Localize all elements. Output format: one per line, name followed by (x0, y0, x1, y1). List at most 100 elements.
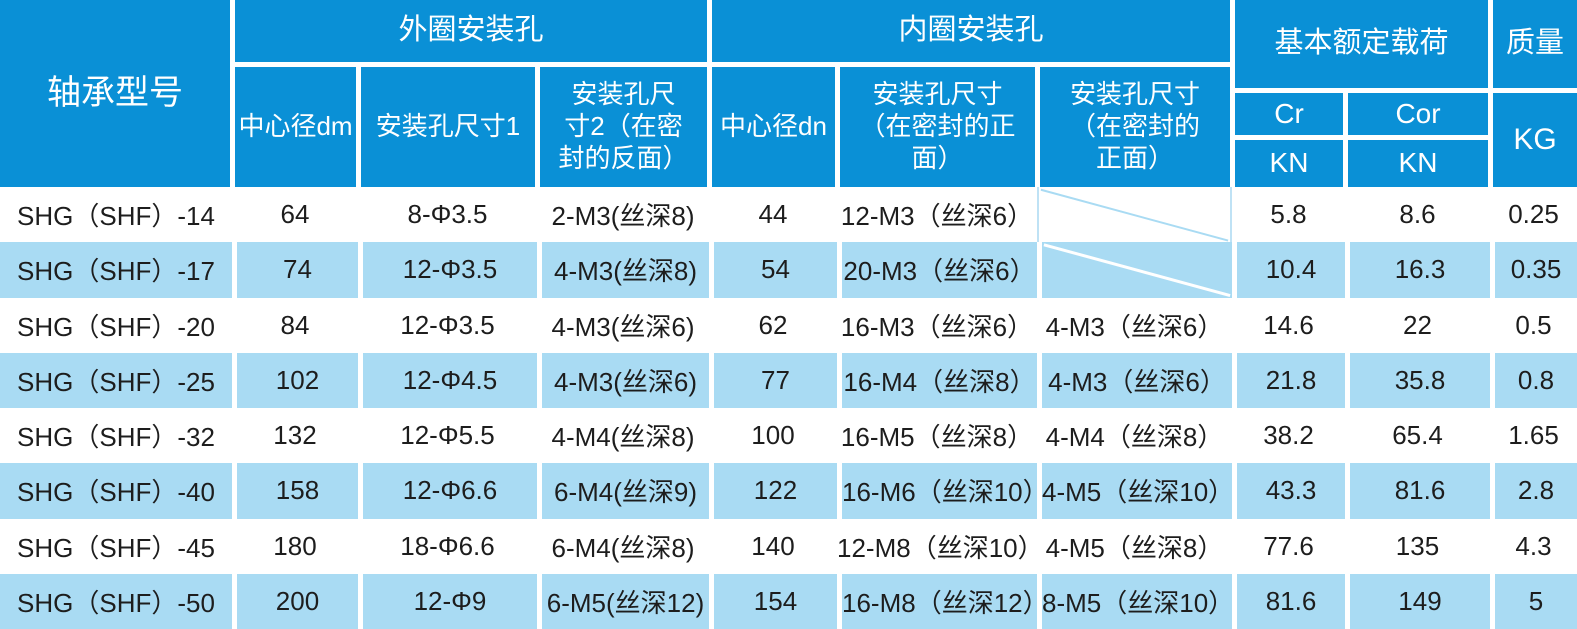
cell-dn: 54 (709, 242, 837, 298)
cell-outer-hole2: 4-M3(丝深8) (537, 242, 709, 298)
table-row: SHG（SHF）-14 64 8-Φ3.5 2-M3(丝深8) 44 12-M3… (0, 187, 1577, 243)
table-row: SHG（SHF）-20 84 12-Φ3.5 4-M3(丝深6) 62 16-M… (0, 297, 1577, 353)
header-outer-group: 外圈安装孔 (235, 0, 707, 62)
cell-model: SHG（SHF）-50 (0, 573, 232, 629)
cell-inner-front2: 4-M5（丝深10） (1037, 463, 1232, 519)
cell-dm: 180 (273, 530, 317, 561)
cell-inner-front2: 4-M5（丝深8） (1045, 532, 1224, 563)
cell-inner-front1: 20-M3（丝深6） (837, 242, 1037, 298)
cell-cr: 81.6 (1232, 573, 1345, 629)
header-load-group: 基本额定载荷 (1235, 0, 1488, 88)
cell-cr: 38.2 (1263, 420, 1314, 451)
header-mass-unit: KG (1493, 93, 1577, 187)
cell-outer-hole1: 12-Φ5.5 (400, 420, 495, 451)
cell-outer-hole1: 12-Φ3.5 (400, 309, 495, 340)
header-inner-dn: 中心径dn (712, 67, 835, 187)
na-diagonal-icon (1042, 242, 1232, 297)
cell-inner-front2-na (1037, 242, 1232, 298)
cell-dn: 77 (709, 352, 837, 408)
table-row: SHG（SHF）-45 180 18-Φ6.6 6-M4(丝深8) 140 12… (0, 518, 1577, 574)
cell-dm: 158 (232, 463, 358, 519)
cell-model: SHG（SHF）-40 (0, 463, 232, 519)
cell-kg: 0.5 (1515, 309, 1552, 340)
cell-outer-hole2: 2-M3(丝深8) (551, 201, 695, 232)
header-model: 轴承型号 (0, 0, 230, 187)
cell-dm: 102 (232, 352, 358, 408)
cell-cor: 149 (1345, 573, 1490, 629)
cell-inner-front2-na (1037, 187, 1232, 243)
cell-dn: 62 (758, 309, 788, 340)
cell-dm: 84 (280, 309, 310, 340)
cell-cr: 77.6 (1263, 530, 1314, 561)
cell-cr: 5.8 (1270, 199, 1307, 230)
cell-inner-front1: 16-M8（丝深12） (837, 573, 1037, 629)
header-outer-hole1: 安装孔尺寸1 (361, 67, 535, 187)
cell-outer-hole1: 12-Φ6.6 (358, 463, 537, 519)
cell-outer-hole2: 4-M4(丝深8) (551, 422, 695, 453)
cell-inner-front1: 16-M4（丝深8） (837, 352, 1037, 408)
cell-inner-front1: 12-M8（丝深10） (837, 532, 1037, 563)
cell-dn: 122 (709, 463, 837, 519)
header-cr: Cr (1235, 93, 1343, 135)
table-row: SHG（SHF）-17 74 12-Φ3.5 4-M3(丝深8) 54 20-M… (0, 242, 1577, 298)
cell-outer-hole1: 12-Φ3.5 (358, 242, 537, 298)
cell-outer-hole1: 12-Φ9 (358, 573, 537, 629)
cell-inner-front1: 16-M3（丝深6） (840, 311, 1034, 342)
cell-kg: 0.25 (1508, 199, 1559, 230)
cell-cor: 8.6 (1399, 199, 1436, 230)
cell-outer-hole2: 6-M4(丝深9) (537, 463, 709, 519)
table-row: SHG（SHF）-25 102 12-Φ4.5 4-M3(丝深6) 77 16-… (0, 352, 1577, 408)
table-row: SHG（SHF）-32 132 12-Φ5.5 4-M4(丝深8) 100 16… (0, 408, 1577, 464)
cell-inner-front1: 16-M5（丝深8） (840, 422, 1034, 453)
cell-dm: 74 (232, 242, 358, 298)
cell-inner-front2: 4-M3（丝深6） (1037, 352, 1232, 408)
header-cr-unit: KN (1235, 140, 1343, 187)
header-cor-unit: KN (1348, 140, 1488, 187)
header-mass: 质量 (1493, 0, 1577, 88)
table-row: SHG（SHF）-40 158 12-Φ6.6 6-M4(丝深9) 122 16… (0, 463, 1577, 519)
cell-cr: 21.8 (1232, 352, 1345, 408)
cell-cr: 14.6 (1263, 309, 1314, 340)
cell-cr: 10.4 (1232, 242, 1345, 298)
cell-outer-hole2: 4-M3(丝深6) (537, 352, 709, 408)
cell-outer-hole1: 18-Φ6.6 (400, 530, 495, 561)
cell-outer-hole2: 6-M4(丝深8) (551, 532, 695, 563)
cell-model: SHG（SHF）-45 (17, 532, 215, 563)
cell-inner-front2: 4-M4（丝深8） (1045, 422, 1224, 453)
cell-inner-front2: 8-M5（丝深10） (1037, 573, 1232, 629)
cell-dm: 200 (232, 573, 358, 629)
cell-kg: 2.8 (1490, 463, 1577, 519)
header-outer-hole2: 安装孔尺 寸2（在密 封的反面） (540, 67, 707, 187)
cell-dn: 154 (709, 573, 837, 629)
cell-outer-hole2: 4-M3(丝深6) (551, 311, 695, 342)
cell-dn: 44 (758, 199, 788, 230)
cell-dm: 132 (273, 420, 317, 451)
cell-outer-hole1: 12-Φ4.5 (358, 352, 537, 408)
cell-kg: 5 (1490, 573, 1577, 629)
cell-dn: 140 (751, 530, 795, 561)
cell-inner-front1: 12-M3（丝深6） (840, 201, 1034, 232)
cell-kg: 1.65 (1508, 420, 1559, 451)
header-cor: Cor (1348, 93, 1488, 135)
cell-cor: 81.6 (1345, 463, 1490, 519)
cell-cor: 65.4 (1392, 420, 1443, 451)
header-inner-front1: 安装孔尺寸 （在密封的正面） (840, 67, 1035, 187)
na-diagonal-icon (1039, 187, 1230, 242)
cell-dm: 64 (280, 199, 310, 230)
cell-model: SHG（SHF）-17 (0, 242, 232, 298)
cell-dn: 100 (751, 420, 795, 451)
table-body: SHG（SHF）-14 64 8-Φ3.5 2-M3(丝深8) 44 12-M3… (0, 187, 1577, 629)
header-inner-front2: 安装孔尺寸 （在密封的 正面） (1040, 67, 1230, 187)
cell-cr: 43.3 (1232, 463, 1345, 519)
cell-model: SHG（SHF）-25 (0, 352, 232, 408)
cell-kg: 4.3 (1515, 530, 1552, 561)
cell-kg: 0.8 (1490, 352, 1577, 408)
cell-cor: 135 (1395, 530, 1440, 561)
cell-outer-hole1: 8-Φ3.5 (407, 199, 488, 230)
cell-model: SHG（SHF）-32 (17, 422, 215, 453)
table-header: 轴承型号 外圈安装孔 中心径dm 安装孔尺寸1 安装孔尺 寸2（在密 封的反面）… (0, 0, 1577, 187)
cell-inner-front2: 4-M3（丝深6） (1045, 311, 1224, 342)
cell-outer-hole2: 6-M5(丝深12) (537, 573, 709, 629)
cell-inner-front1: 16-M6（丝深10） (837, 463, 1037, 519)
cell-cor: 16.3 (1345, 242, 1490, 298)
